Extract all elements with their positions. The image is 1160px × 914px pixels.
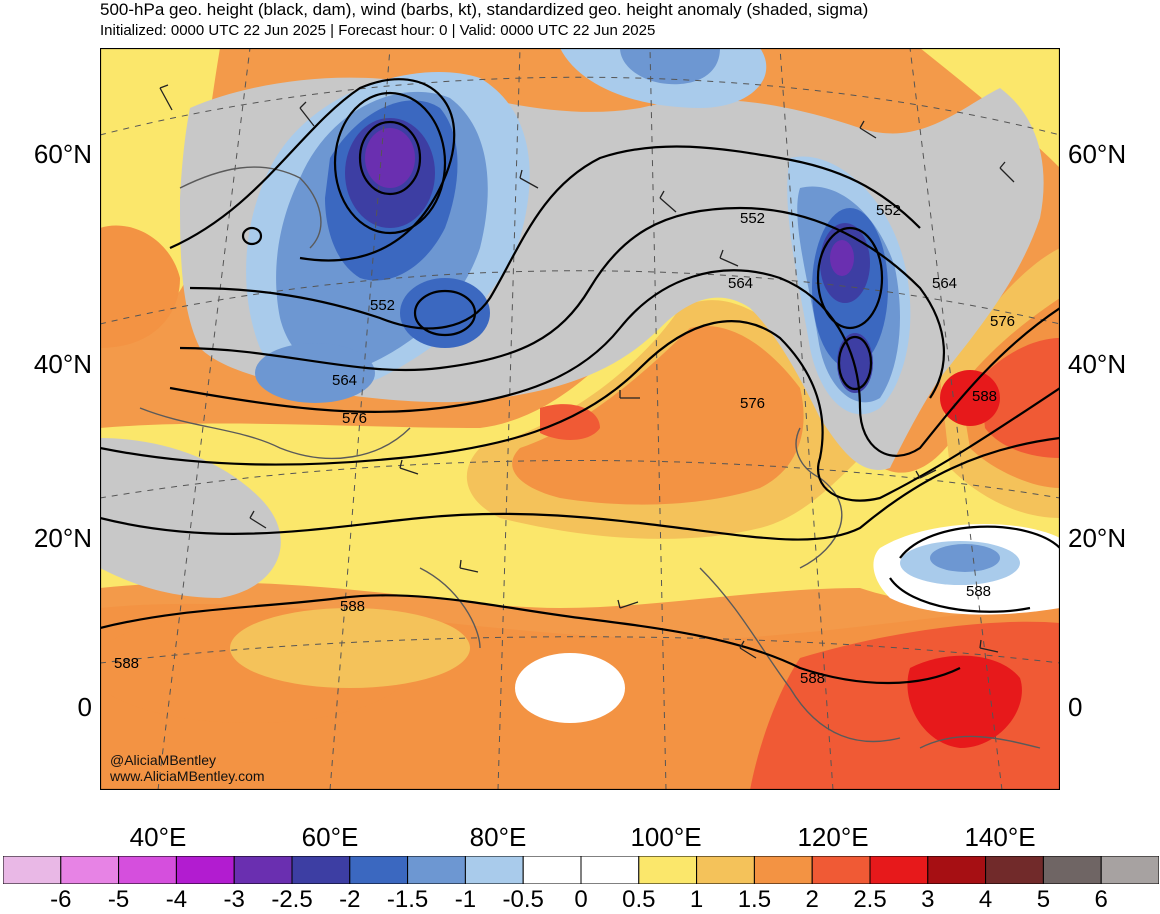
colorbar-swatch (407, 856, 466, 884)
contour-label: 576 (740, 395, 765, 412)
anomaly-shade-minus-1 (620, 48, 720, 85)
colorbar-swatch (175, 856, 235, 884)
colorbar-swatch (927, 856, 987, 884)
anomaly-shade-near-zero (515, 653, 625, 723)
anomaly-shade-minus-2-5 (365, 128, 415, 188)
contour-label: 588 (340, 598, 365, 615)
colorbar-tick-label: 4 (978, 886, 993, 913)
colorbar (3, 856, 1159, 884)
contour-label: 588 (114, 655, 139, 672)
lat-label-right: 60°N (1068, 139, 1127, 169)
colorbar-tick-label: 3 (921, 886, 935, 913)
contour-label: 564 (932, 275, 957, 292)
colorbar-tick-label: -4 (165, 886, 188, 913)
wind-barbs (159, 84, 1015, 659)
colorbar-swatch (753, 856, 813, 884)
colorbar-tick-label: -3 (223, 886, 245, 913)
colorbar-tick-label: -6 (50, 886, 72, 913)
colorbar-swatch (522, 856, 582, 884)
contour-label: 576 (990, 313, 1015, 330)
colorbar-tick-label: 1 (689, 886, 704, 913)
lon-label: 60°E (301, 822, 359, 852)
colorbar-tick-label: 0 (574, 886, 588, 913)
contour-label: 552 (740, 210, 765, 227)
colorbar-swatch (233, 856, 293, 884)
colorbar-tick-label: -2 (339, 886, 361, 913)
map-frame (100, 48, 1060, 790)
colorbar-swatch (3, 856, 62, 884)
colorbar-tick-label: -5 (107, 886, 130, 913)
anomaly-shade-3-0 (940, 370, 1000, 426)
anomaly-shade-minus-1 (930, 544, 1000, 572)
chart-subtitle: Initialized: 0000 UTC 22 Jun 2025 | Fore… (100, 22, 656, 39)
colorbar-tick-label: 6 (1094, 886, 1108, 913)
anomaly-shade-minus-1-5 (400, 278, 490, 348)
lat-label-left: 60°N (33, 139, 92, 169)
coastlines (139, 166, 1041, 749)
colorbar-tick-label: -0.5 (502, 886, 544, 913)
colorbar-tick-label: -1 (454, 886, 477, 913)
graticule (100, 48, 1060, 790)
colorbar-swatch (464, 856, 524, 884)
map-panel: 552 564 576 588 552 564 576 552 564 576 … (100, 48, 1060, 790)
contour-label: 564 (728, 275, 753, 292)
anomaly-shade-2-5 (540, 404, 600, 440)
contour-label: 588 (972, 388, 997, 405)
anomaly-shade-3-0 (907, 655, 1022, 748)
credit-website: www.AliciaMBentley.com (110, 768, 265, 784)
colorbar-swatch (118, 856, 177, 884)
colorbar-tick-label: 0.5 (622, 886, 656, 913)
height-contours (100, 78, 1060, 685)
colorbar-tick-label: -2.5 (271, 886, 313, 913)
colorbar-tick-label: 2 (805, 886, 819, 913)
colorbar-swatch (696, 856, 755, 884)
colorbar-swatch (811, 856, 871, 884)
anomaly-shade-1-0 (920, 48, 1060, 168)
colorbar-tick-label: 1.5 (737, 886, 772, 913)
anomaly-shade-minus-2-5 (830, 240, 854, 276)
colorbar-swatch (869, 856, 929, 884)
lat-label-right: 0 (1068, 692, 1083, 722)
lon-label: 80°E (469, 822, 527, 852)
colorbar-tick-label: -1.5 (386, 886, 429, 913)
colorbar-swatch (985, 856, 1044, 884)
contour-label: 588 (800, 670, 825, 687)
lon-label: 100°E (630, 822, 702, 852)
colorbar-swatch (638, 856, 698, 884)
colorbar-swatch (60, 856, 120, 884)
lat-label-left: 40°N (33, 349, 92, 379)
contour-label: 552 (876, 202, 901, 219)
lon-label: 120°E (797, 822, 869, 852)
colorbar-tick-label: 2.5 (853, 886, 887, 913)
lat-label-right: 40°N (1068, 349, 1127, 379)
anomaly-shade-1-5 (230, 608, 470, 688)
lon-label: 40°E (129, 822, 187, 852)
colorbar-swatch (1100, 856, 1159, 884)
lat-label-right: 20°N (1068, 523, 1127, 553)
chart-title: 500-hPa geo. height (black, dam), wind (… (100, 0, 869, 19)
anomaly-shade-2-0 (100, 225, 180, 348)
colorbar-tick-label: 5 (1036, 886, 1051, 913)
colorbar-swatch (349, 856, 409, 884)
credit-handle: @AliciaMBentley (110, 752, 217, 768)
colorbar-swatch (291, 856, 351, 884)
anomaly-shade-neutral (100, 438, 281, 598)
lat-label-left: 0 (77, 692, 92, 722)
contour-label: 588 (966, 583, 991, 600)
contour-label: 564 (332, 372, 357, 389)
colorbar-swatch (1042, 856, 1102, 884)
lat-label-left: 20°N (33, 523, 92, 553)
lon-label: 140°E (964, 822, 1036, 852)
contour-label: 552 (370, 297, 395, 314)
contour-label: 576 (342, 410, 367, 427)
colorbar-swatch (580, 856, 640, 884)
